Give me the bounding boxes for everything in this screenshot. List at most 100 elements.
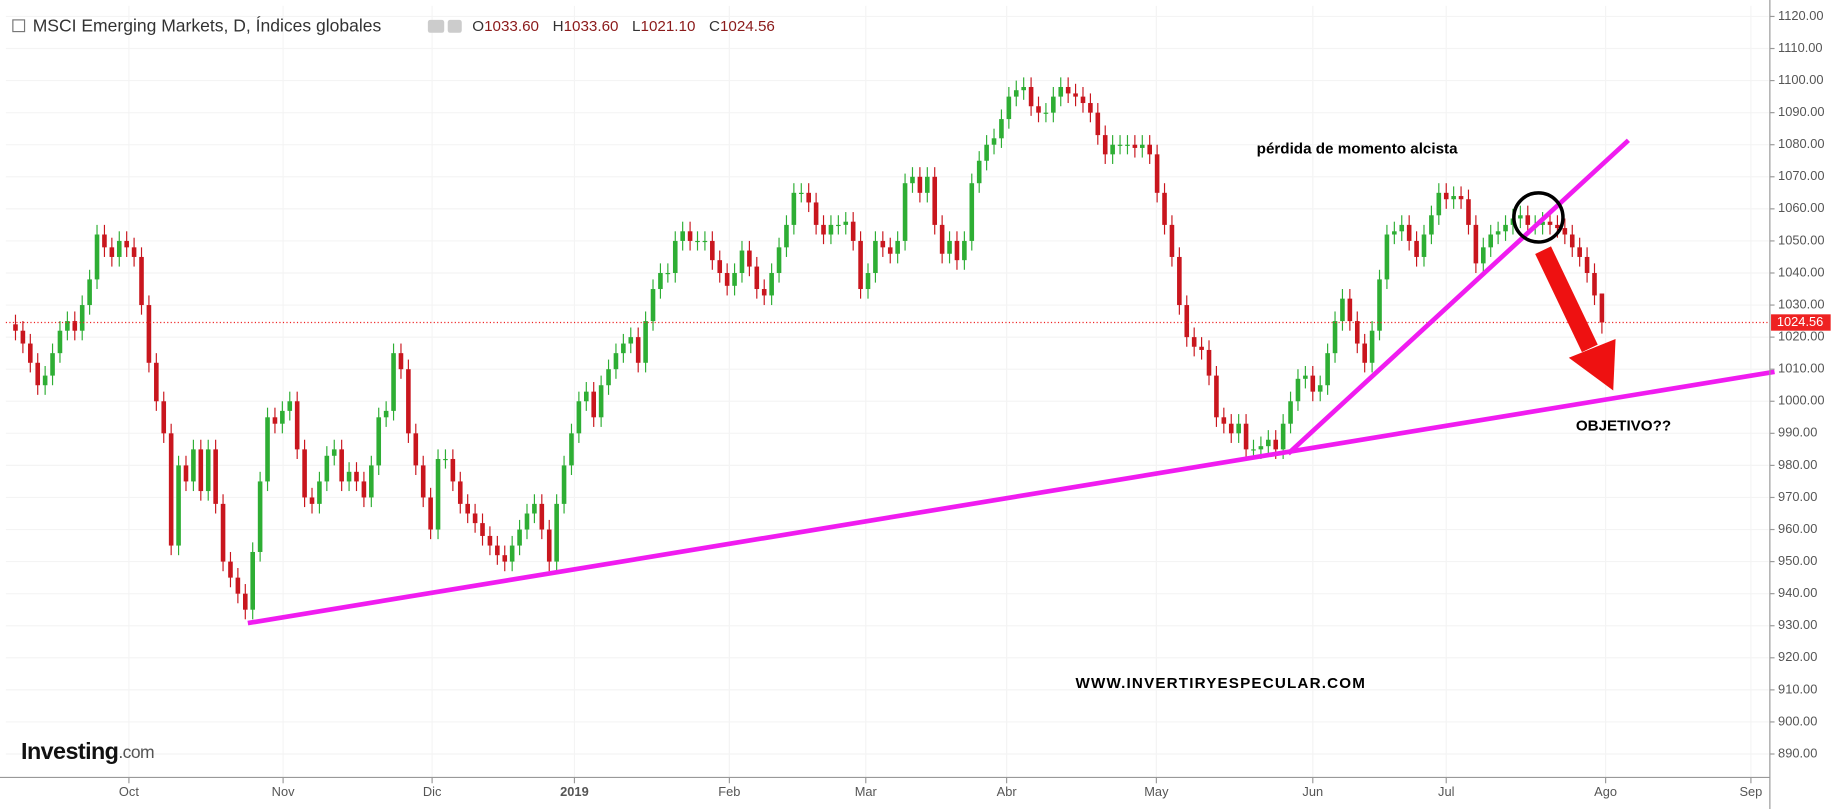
candle-body (1577, 247, 1582, 257)
candle-body (465, 503, 470, 514)
candle-body (131, 247, 137, 257)
logo-brand: Investing (21, 738, 118, 764)
candle-body (1384, 234, 1390, 280)
candle-body (294, 401, 300, 450)
candle-body (1325, 353, 1330, 386)
candle-body (1340, 298, 1345, 322)
candle-body (843, 221, 849, 225)
candle-body (1177, 256, 1182, 306)
candle-body (376, 417, 382, 466)
candle-body (584, 391, 589, 402)
candle-body (517, 529, 522, 546)
candle-body (1028, 86, 1034, 107)
y-tick-label: 1030.00 (1778, 296, 1824, 311)
candle-body (102, 234, 107, 248)
candle-body (887, 247, 893, 254)
candle-body (895, 240, 900, 254)
logo-domain: .com (118, 741, 154, 761)
candle-body (1110, 144, 1115, 155)
candle-body (1117, 144, 1123, 146)
candle-body (561, 465, 567, 504)
candle-body (999, 119, 1004, 139)
y-tick-label: 900.00 (1778, 713, 1817, 728)
candle-body (1369, 330, 1375, 363)
candle-body (962, 240, 967, 261)
candle-body (724, 272, 730, 286)
candle-body (828, 224, 834, 235)
candle-body (1584, 256, 1590, 273)
candle-body (346, 471, 352, 482)
y-tick-label: 960.00 (1778, 521, 1817, 536)
candle-body (1013, 90, 1019, 97)
candle-body (1221, 417, 1227, 424)
candle-body (1043, 112, 1049, 114)
candle-body (309, 497, 315, 504)
grid (5, 5, 1769, 778)
candle-body (991, 138, 997, 145)
candle-body (613, 353, 619, 370)
settings-icon[interactable] (447, 19, 462, 33)
candle-body (428, 497, 433, 530)
collapse-icon[interactable] (12, 19, 26, 33)
candle-body (658, 272, 663, 290)
candle-body (398, 353, 404, 370)
candle-body (1525, 215, 1531, 225)
y-tick-label: 1100.00 (1778, 72, 1823, 87)
candle-body (1406, 224, 1412, 241)
candle-body (1443, 192, 1449, 200)
x-tick-label: May (1144, 784, 1169, 799)
candle-body (672, 240, 678, 273)
candle-body (576, 401, 582, 434)
candle-body (1555, 224, 1560, 229)
target-arrow-head (1568, 339, 1616, 391)
candle-body (1317, 385, 1323, 392)
close-label: C (709, 18, 720, 35)
candle-body (1592, 272, 1597, 296)
candle-body (220, 503, 226, 562)
candle-body (732, 272, 737, 286)
candle-body (1021, 86, 1026, 91)
x-tick-label: Abr (997, 784, 1018, 799)
candle-body (1088, 103, 1093, 113)
candle-body (1214, 375, 1219, 418)
candle-body (57, 330, 63, 354)
candle-body (1540, 221, 1545, 225)
candle-body (472, 513, 478, 524)
last-price-label: 1024.56 (1777, 314, 1823, 329)
candle-body (146, 305, 152, 363)
candle-body (1436, 192, 1442, 216)
candle-body (228, 561, 233, 578)
candle-body (1199, 346, 1204, 350)
candle-body (1354, 321, 1360, 344)
candle-body (1503, 224, 1508, 232)
candle-body (984, 144, 989, 161)
y-tick-label: 950.00 (1778, 553, 1817, 568)
candle-body (1480, 247, 1486, 264)
candle-body (532, 503, 537, 514)
candle-body (1421, 234, 1427, 257)
candle-body (324, 455, 330, 482)
candle-body (1488, 234, 1494, 248)
candle-body (1288, 401, 1293, 424)
candle-body (20, 330, 26, 344)
target-arrow-shaft (1535, 246, 1598, 353)
candle-body (925, 176, 930, 193)
y-tick-label: 1020.00 (1778, 329, 1824, 344)
candle-body (1258, 446, 1264, 450)
candle-body (124, 240, 129, 248)
candle-body (250, 551, 256, 610)
candle-body (139, 256, 144, 306)
candle-body (1399, 224, 1405, 232)
candle-body (1266, 439, 1271, 447)
candle-body (79, 305, 85, 331)
low-value: 1021.10 (641, 18, 696, 35)
candle-body (183, 465, 189, 482)
x-tick-label: 2019 (560, 784, 589, 799)
eye-icon[interactable] (427, 19, 445, 33)
x-tick-label: Dic (423, 784, 442, 799)
candle-body (1184, 305, 1190, 338)
candle-body (13, 324, 18, 331)
x-tick-label: Feb (718, 784, 740, 799)
candle-body (1599, 293, 1605, 323)
candle-body (813, 202, 819, 225)
